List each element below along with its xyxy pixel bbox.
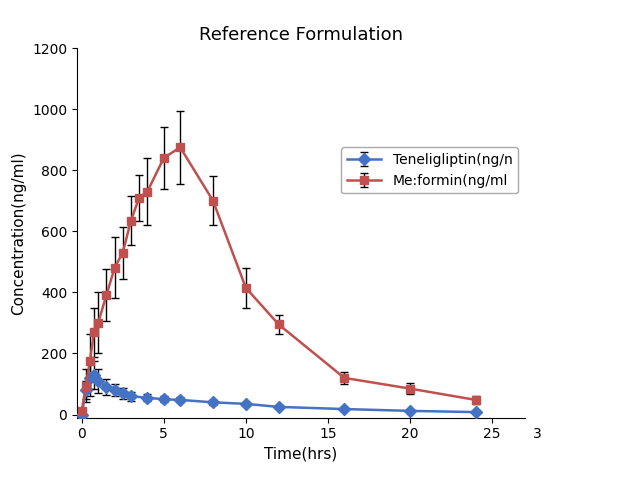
Text: 3: 3 — [533, 427, 542, 442]
Y-axis label: Concentration(ng/ml): Concentration(ng/ml) — [12, 151, 26, 314]
X-axis label: Time(hrs): Time(hrs) — [264, 447, 337, 462]
Title: Reference Formulation: Reference Formulation — [199, 25, 403, 44]
Legend: Teneligliptin(ng/n, Me:formin(ng/ml: Teneligliptin(ng/n, Me:formin(ng/ml — [341, 147, 518, 193]
